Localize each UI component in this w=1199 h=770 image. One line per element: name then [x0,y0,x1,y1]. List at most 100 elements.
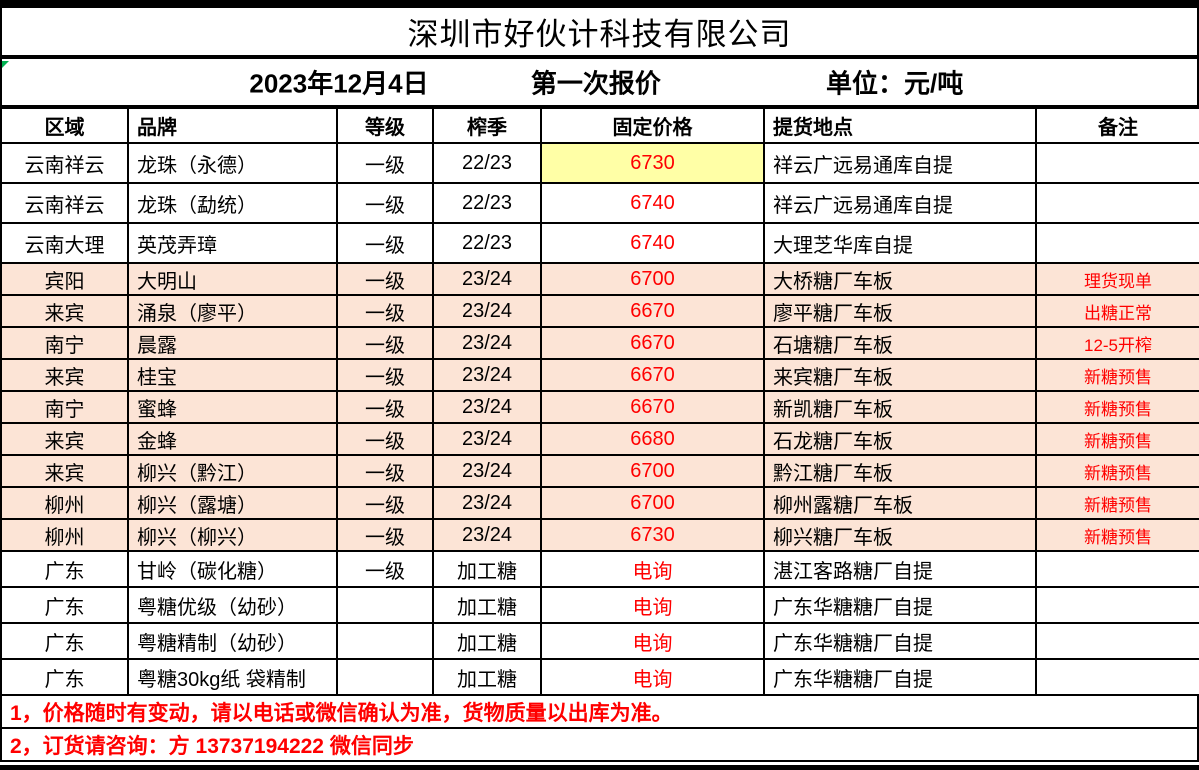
cell-region: 来宾 [0,422,129,456]
cell-season: 23/24 [432,454,542,488]
quote-round: 第一次报价 [530,68,661,99]
cell-region: 柳州 [0,486,129,520]
cell-season: 23/24 [432,518,542,552]
table-row: 云南祥云 龙珠（勐统） 一级 22/23 6740 祥云广远易通库自提 [0,182,1199,224]
cell-region: 宾阳 [0,262,129,296]
cell-note [1035,222,1199,264]
cell-grade: 一级 [336,182,434,224]
table-row: 宾阳 大明山 一级 23/24 6700 大桥糖厂车板 理货现单 [0,262,1199,296]
cell-price: 6670 [540,294,765,328]
title-row: 深圳市好伙计科技有限公司 [0,8,1199,59]
cell-note: 新糖预售 [1035,454,1199,488]
cell-location: 广东华糖糖厂自提 [763,622,1037,660]
cell-brand: 晨露 [127,326,338,360]
table-row: 柳州 柳兴（柳兴） 一级 23/24 6730 柳兴糖厂车板 新糖预售 [0,518,1199,552]
cell-location: 大理芝华库自提 [763,222,1037,264]
cell-region: 南宁 [0,326,129,360]
cell-location: 广东华糖糖厂自提 [763,586,1037,624]
cell-note [1035,550,1199,588]
cell-note: 新糖预售 [1035,422,1199,456]
cell-note: 新糖预售 [1035,358,1199,392]
cell-location: 石龙糖厂车板 [763,422,1037,456]
table-header-row: 区域 品牌 等级 榨季 固定价格 提货地点 备注 [0,107,1199,144]
cell-season: 加工糖 [432,622,542,660]
cell-brand: 英茂弄璋 [127,222,338,264]
cell-season: 23/24 [432,390,542,424]
cell-region: 广东 [0,550,129,588]
cell-grade: 一级 [336,142,434,184]
cell-grade [336,586,434,624]
cell-grade: 一级 [336,326,434,360]
cell-season: 22/23 [432,142,542,184]
cell-grade: 一级 [336,294,434,328]
cell-season: 23/24 [432,358,542,392]
cell-location: 石塘糖厂车板 [763,326,1037,360]
cell-season: 22/23 [432,182,542,224]
header-location: 提货地点 [763,107,1037,144]
cell-brand: 金蜂 [127,422,338,456]
cell-price: 6670 [540,358,765,392]
bottom-border-bar [0,765,1199,770]
company-title: 深圳市好伙计科技有限公司 [407,17,792,52]
cell-region: 广东 [0,622,129,660]
cell-grade: 一级 [336,518,434,552]
cell-season: 23/24 [432,422,542,456]
cell-grade: 一级 [336,358,434,392]
cell-corner-flag-icon [1,61,9,69]
cell-location: 黔江糖厂车板 [763,454,1037,488]
table-row: 广东 粤糖30kg纸 袋精制 加工糖 电询 广东华糖糖厂自提 [0,658,1199,696]
cell-price: 6730 [540,142,765,184]
cell-grade: 一级 [336,390,434,424]
cell-brand: 粤糖优级（幼砂） [127,586,338,624]
header-grade: 等级 [336,107,434,144]
cell-location: 祥云广远易通库自提 [763,142,1037,184]
cell-brand: 粤糖30kg纸 袋精制 [127,658,338,696]
top-border-bar [0,0,1199,8]
table-row: 来宾 金蜂 一级 23/24 6680 石龙糖厂车板 新糖预售 [0,422,1199,456]
cell-note: 新糖预售 [1035,518,1199,552]
cell-price: 6670 [540,326,765,360]
cell-season: 加工糖 [432,550,542,588]
cell-note [1035,658,1199,696]
cell-season: 23/24 [432,486,542,520]
cell-grade: 一级 [336,262,434,296]
table-row: 柳州 柳兴（露塘） 一级 23/24 6700 柳州露糖厂车板 新糖预售 [0,486,1199,520]
cell-note: 理货现单 [1035,262,1199,296]
header-region: 区域 [0,107,129,144]
cell-brand: 粤糖精制（幼砂） [127,622,338,660]
cell-region: 南宁 [0,390,129,424]
cell-note: 出糖正常 [1035,294,1199,328]
table-row: 南宁 蜜蜂 一级 23/24 6670 新凯糖厂车板 新糖预售 [0,390,1199,424]
cell-brand: 柳兴（柳兴） [127,518,338,552]
price-table: 区域 品牌 等级 榨季 固定价格 提货地点 备注 云南祥云 龙珠（永德） 一级 22/… [0,107,1199,696]
cell-price: 6700 [540,486,765,520]
cell-brand: 大明山 [127,262,338,296]
cell-note: 新糖预售 [1035,486,1199,520]
cell-region: 来宾 [0,294,129,328]
table-row: 广东 甘岭（碳化糖） 一级 加工糖 电询 湛江客路糖厂自提 [0,550,1199,588]
cell-location: 柳州露糖厂车板 [763,486,1037,520]
header-season: 榨季 [432,107,542,144]
cell-season: 加工糖 [432,586,542,624]
cell-brand: 龙珠（勐统） [127,182,338,224]
cell-brand: 蜜蜂 [127,390,338,424]
cell-region: 云南祥云 [0,142,129,184]
cell-note [1035,622,1199,660]
cell-region: 云南大理 [0,222,129,264]
header-price: 固定价格 [540,107,765,144]
cell-price: 6670 [540,390,765,424]
cell-brand: 涌泉（廖平） [127,294,338,328]
cell-brand: 柳兴（黔江） [127,454,338,488]
table-row: 云南祥云 龙珠（永德） 一级 22/23 6730 祥云广远易通库自提 [0,142,1199,184]
cell-grade [336,658,434,696]
cell-price: 电询 [540,550,765,588]
cell-season: 23/24 [432,262,542,296]
cell-brand: 桂宝 [127,358,338,392]
header-note: 备注 [1035,107,1199,144]
table-row: 来宾 桂宝 一级 23/24 6670 来宾糖厂车板 新糖预售 [0,358,1199,392]
cell-price: 6700 [540,262,765,296]
cell-location: 祥云广远易通库自提 [763,182,1037,224]
header-brand: 品牌 [127,107,338,144]
cell-brand: 甘岭（碳化糖） [127,550,338,588]
cell-grade: 一级 [336,422,434,456]
